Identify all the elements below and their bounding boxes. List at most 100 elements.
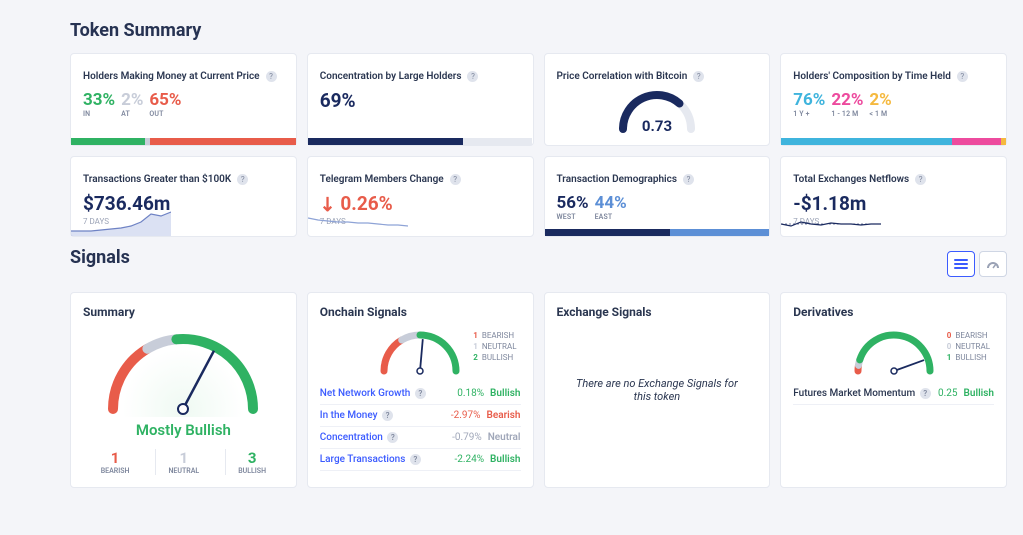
help-icon[interactable]: ? [693, 71, 704, 82]
card-title: Onchain Signals [320, 305, 521, 319]
stat-label: 1 - 12 M [831, 110, 863, 118]
signal-value: -2.97% [451, 410, 481, 421]
signal-name[interactable]: Futures Market Momentum ? [793, 388, 930, 399]
signal-value: -2.24% [454, 454, 484, 465]
signal-gauge-svg [370, 327, 470, 375]
signal-name[interactable]: Large Transactions ? [320, 454, 421, 465]
svg-text:0.73: 0.73 [642, 117, 672, 135]
help-icon[interactable]: ? [382, 410, 393, 421]
stat-column: 76%1 Y + [793, 91, 825, 118]
signal-row[interactable]: In the Money ? -2.97% Bearish [320, 405, 521, 427]
stat-value: 56% [557, 194, 589, 213]
signal-verdict: Bullish [964, 388, 994, 399]
card-title: Price Correlation with Bitcoin [557, 71, 688, 82]
card-title: Concentration by Large Holders [320, 71, 462, 82]
legend-count: 0 [941, 331, 951, 340]
card-title: Total Exchanges Netflows [793, 174, 909, 185]
count-number: 3 [238, 449, 266, 467]
stat-label: AT [121, 110, 143, 118]
stat-column: 44%EAST [595, 194, 627, 221]
gauge-legend: 1BEARISH1NEUTRAL2BULLISH [468, 331, 517, 362]
legend-label: BULLISH [482, 353, 513, 362]
stat-label: < 1 M [869, 110, 891, 118]
help-icon[interactable]: ? [957, 71, 968, 82]
view-list-button[interactable] [947, 251, 975, 277]
signal-derivatives-card: Derivatives 0BEARISH0NEUTRAL1BULLISH Fut… [780, 292, 1007, 488]
signal-gauge-svg [93, 327, 273, 417]
token-summary-title: Token Summary [70, 20, 1007, 41]
card-title: Holders' Composition by Time Held [793, 71, 951, 82]
help-icon[interactable]: ? [920, 388, 931, 399]
stat-value: 44% [595, 194, 627, 213]
card-large-tx[interactable]: Transactions Greater than $100K ? $736.4… [70, 156, 297, 237]
card-holders-money[interactable]: Holders Making Money at Current Price ? … [70, 53, 297, 146]
signal-onchain-card: Onchain Signals 1BEARISH1NEUTRAL2BULLISH… [307, 292, 534, 488]
stat-column: 56%WEST [557, 194, 589, 221]
gauge-icon [986, 258, 1000, 270]
card-netflows[interactable]: Total Exchanges Netflows ? -$1.18m 7 DAY… [780, 156, 1007, 237]
signal-value: 0.18% [457, 388, 484, 399]
signal-name[interactable]: Concentration ? [320, 432, 399, 443]
help-icon[interactable]: ? [415, 388, 426, 399]
signal-verdict: Bearish [486, 410, 520, 421]
stat-value: 33% [83, 91, 115, 110]
help-icon[interactable]: ? [237, 174, 248, 185]
card-concentration[interactable]: Concentration by Large Holders ? 69% [307, 53, 534, 146]
signal-row[interactable]: Futures Market Momentum ? 0.25 Bullish [793, 383, 994, 405]
help-icon[interactable]: ? [450, 174, 461, 185]
stat-column: 65%OUT [149, 91, 181, 118]
stat-value: 2% [121, 91, 143, 110]
card-demographics[interactable]: Transaction Demographics ? 56%WEST44%EAS… [544, 156, 771, 237]
legend-count: 1 [468, 331, 478, 340]
stat-value: 22% [831, 91, 863, 110]
stat-label: WEST [557, 213, 589, 221]
signals-title: Signals [70, 247, 130, 268]
bar-segment [781, 138, 952, 145]
bar-segment [952, 138, 1001, 145]
stat-column: 2%< 1 M [869, 91, 891, 118]
bar-segment [150, 138, 296, 145]
card-title: Holders Making Money at Current Price [83, 71, 260, 82]
view-gauge-button[interactable] [979, 251, 1007, 277]
card-title: Summary [83, 305, 284, 319]
help-icon[interactable]: ? [387, 432, 398, 443]
legend-label: BEARISH [955, 331, 987, 340]
help-icon[interactable]: ? [410, 454, 421, 465]
signal-row[interactable]: Large Transactions ? -2.24% Bullish [320, 449, 521, 471]
stat-label: 1 Y + [793, 110, 825, 118]
legend-label: NEUTRAL [955, 342, 990, 351]
summary-grid-row1: Holders Making Money at Current Price ? … [70, 53, 1007, 146]
count-label: BEARISH [101, 467, 130, 475]
legend-count: 1 [941, 353, 951, 362]
stat-column: 22%1 - 12 M [831, 91, 863, 118]
help-icon[interactable]: ? [683, 174, 694, 185]
count-bullish: 3BULLISH [225, 449, 278, 475]
help-icon[interactable]: ? [467, 71, 478, 82]
signal-verdict: Bullish [490, 388, 520, 399]
stat-label: OUT [149, 110, 181, 118]
help-icon[interactable]: ? [915, 174, 926, 185]
signal-verdict: Bullish [490, 454, 520, 465]
summary-grid-row2: Transactions Greater than $100K ? $736.4… [70, 156, 1007, 237]
signal-value: 0.25 [938, 388, 958, 399]
bar-segment [670, 229, 769, 236]
legend-label: BEARISH [482, 331, 514, 340]
legend-count: 2 [468, 353, 478, 362]
signal-row[interactable]: Net Network Growth ? 0.18% Bullish [320, 383, 521, 405]
signal-name[interactable]: Net Network Growth ? [320, 388, 426, 399]
count-label: BULLISH [238, 467, 266, 475]
empty-message: There are no Exchange Signals for this t… [557, 327, 758, 453]
bar-segment [308, 138, 463, 145]
card-correlation[interactable]: Price Correlation with Bitcoin ? 0.73 [544, 53, 771, 146]
card-title: Transaction Demographics [557, 174, 678, 185]
help-icon[interactable]: ? [266, 71, 277, 82]
signal-summary-card: Summary Mostly Bullish 1BEARISH1NEUTRAL3… [70, 292, 297, 488]
legend-count: 1 [468, 342, 478, 351]
stat-label: EAST [595, 213, 627, 221]
card-composition[interactable]: Holders' Composition by Time Held ? 76%1… [780, 53, 1007, 146]
card-telegram[interactable]: Telegram Members Change ? ↘ 0.26% 7 DAYS [307, 156, 534, 237]
signal-row[interactable]: Concentration ?-0.79%Neutral [320, 427, 521, 449]
gauge-legend: 0BEARISH0NEUTRAL1BULLISH [941, 331, 990, 362]
card-title: Derivatives [793, 305, 994, 319]
signal-name[interactable]: In the Money ? [320, 410, 393, 421]
